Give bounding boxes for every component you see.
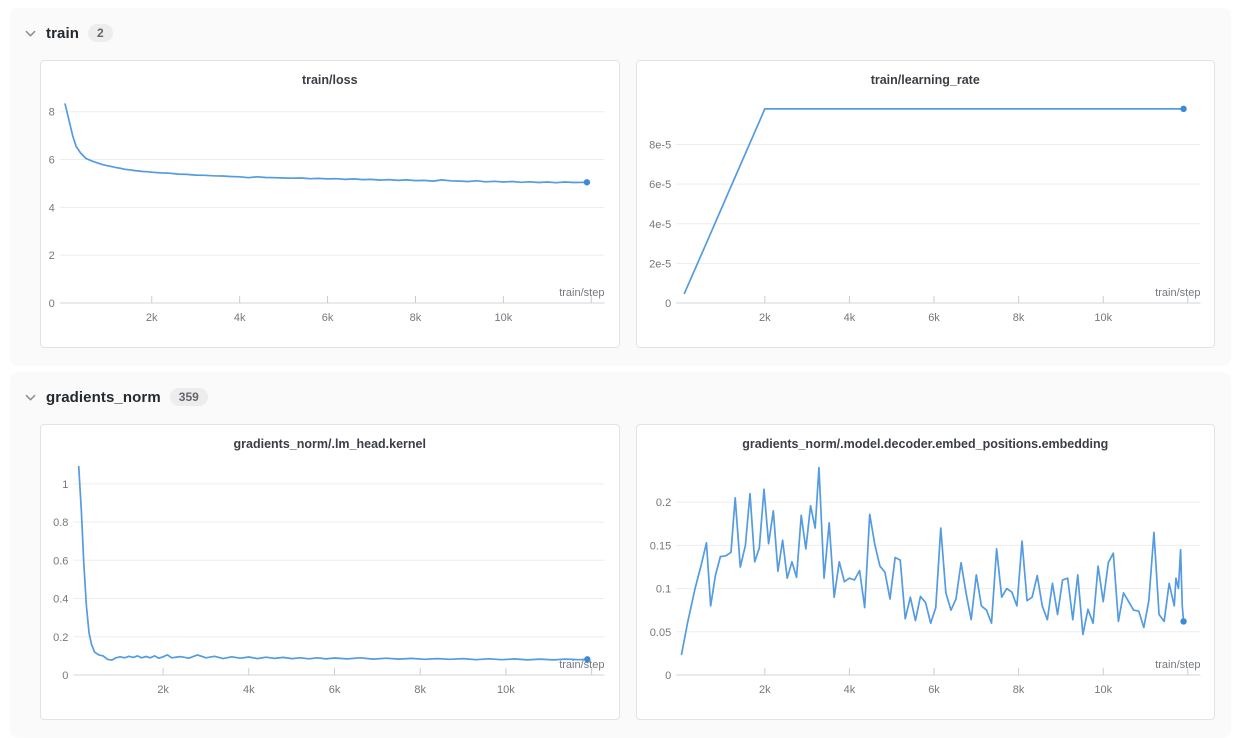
svg-text:6k: 6k [928, 684, 940, 696]
svg-text:0.4: 0.4 [53, 594, 68, 606]
svg-text:0: 0 [49, 298, 55, 310]
chevron-down-icon[interactable] [24, 391, 37, 404]
svg-text:2: 2 [49, 250, 55, 262]
chevron-down-icon[interactable] [24, 27, 37, 40]
metric-section-gradients_norm: gradients_norm 359 gradients_norm/.lm_he… [10, 372, 1231, 738]
chart-plot[interactable]: 0 0.2 0.4 0.6 0.8 1 2k 4k 6k 8k 10k train/step [41, 453, 619, 711]
chart-plot[interactable]: 0 0.05 0.1 0.15 0.2 2k 4k 6k 8k 10k train/step [637, 453, 1215, 711]
svg-text:6k: 6k [928, 312, 940, 324]
svg-text:6e-5: 6e-5 [649, 179, 671, 191]
chart-card[interactable]: gradients_norm/.lm_head.kernel 0 0.2 0.4 0.… [40, 424, 620, 720]
x-axis-title: train/step [559, 659, 604, 671]
series-line [64, 103, 588, 184]
chart-plot[interactable]: 0 2 4 6 8 2k 4k 6k 8k 10k train/step [41, 89, 619, 339]
chart-title: train/learning_rate [870, 73, 980, 87]
svg-text:4: 4 [49, 202, 55, 214]
svg-text:0: 0 [665, 298, 671, 310]
end-point-dot [584, 656, 591, 663]
svg-text:8k: 8k [410, 312, 422, 324]
x-axis: 2k 4k 6k 8k 10k train/step [146, 287, 605, 324]
svg-text:6k: 6k [329, 684, 341, 696]
chart-plot[interactable]: 0 2e-5 4e-5 6e-5 8e-5 2k 4k 6k 8k 10k train/step [637, 89, 1215, 339]
svg-text:8k: 8k [1012, 684, 1024, 696]
metric-section-train: train 2 train/loss 0 2 4 6 8 2k 4k 6k 8k 10k train… [10, 8, 1231, 366]
section-count-badge: 2 [88, 24, 113, 42]
svg-text:8: 8 [49, 107, 55, 119]
svg-text:0.1: 0.1 [655, 584, 670, 596]
svg-text:2k: 2k [157, 684, 169, 696]
svg-text:6: 6 [49, 155, 55, 167]
end-point-dot [583, 179, 591, 186]
chart-card[interactable]: train/loss 0 2 4 6 8 2k 4k 6k 8k 10k train/step [40, 60, 620, 348]
x-axis: 2k 4k 6k 8k 10k train/step [759, 659, 1200, 696]
svg-text:8k: 8k [1012, 312, 1024, 324]
svg-text:0.15: 0.15 [649, 540, 670, 552]
svg-text:2k: 2k [146, 312, 158, 324]
x-axis-title: train/step [1155, 659, 1200, 671]
svg-text:2e-5: 2e-5 [649, 258, 671, 270]
charts-row: train/loss 0 2 4 6 8 2k 4k 6k 8k 10k train/step tr… [40, 60, 1215, 348]
svg-text:10k: 10k [1094, 312, 1112, 324]
svg-text:10k: 10k [495, 312, 513, 324]
end-point-dot [1179, 618, 1187, 625]
series-line [77, 465, 589, 661]
chart-title: gradients_norm/.lm_head.kernel [233, 437, 426, 451]
gridlines: 0 0.2 0.4 0.6 0.8 1 [53, 479, 605, 682]
chart-card[interactable]: train/learning_rate 0 2e-5 4e-5 6e-5 8e-5 2k 4… [635, 60, 1215, 348]
chart-title: train/loss [301, 73, 358, 87]
svg-text:8k: 8k [414, 684, 426, 696]
svg-text:6k: 6k [322, 312, 334, 324]
svg-text:2k: 2k [759, 312, 771, 324]
svg-text:10k: 10k [497, 684, 515, 696]
section-header[interactable]: train 2 [20, 22, 1215, 44]
svg-text:0: 0 [665, 670, 671, 682]
end-point-dot [1179, 105, 1187, 113]
chart-title: gradients_norm/.model.decoder.embed_posi… [742, 437, 1109, 451]
svg-text:0: 0 [62, 670, 68, 682]
svg-text:8e-5: 8e-5 [649, 140, 671, 152]
svg-text:0.2: 0.2 [53, 632, 68, 644]
svg-text:4k: 4k [843, 684, 855, 696]
svg-text:4k: 4k [843, 312, 855, 324]
svg-text:0.8: 0.8 [53, 517, 68, 529]
svg-text:4k: 4k [243, 684, 255, 696]
series-line [683, 108, 1184, 295]
gridlines: 0 2 4 6 8 [49, 107, 605, 310]
svg-text:2k: 2k [759, 684, 771, 696]
section-label: train [46, 24, 80, 42]
chart-card[interactable]: gradients_norm/.model.decoder.embed_posi… [635, 424, 1215, 720]
svg-text:10k: 10k [1094, 684, 1112, 696]
x-axis: 2k 4k 6k 8k 10k train/step [759, 287, 1200, 324]
svg-text:0.2: 0.2 [655, 497, 670, 509]
svg-text:4k: 4k [234, 312, 246, 324]
x-axis: 2k 4k 6k 8k 10k train/step [157, 659, 604, 696]
section-label: gradients_norm [46, 388, 161, 406]
svg-text:0.6: 0.6 [53, 555, 68, 567]
x-axis-title: train/step [559, 287, 604, 299]
svg-text:0.05: 0.05 [649, 627, 670, 639]
section-count-badge: 359 [169, 388, 208, 406]
gridlines: 0 2e-5 4e-5 6e-5 8e-5 [649, 140, 1200, 310]
svg-text:4e-5: 4e-5 [649, 219, 671, 231]
charts-row: gradients_norm/.lm_head.kernel 0 0.2 0.4 0.… [40, 424, 1215, 720]
svg-text:1: 1 [62, 479, 68, 491]
x-axis-title: train/step [1155, 287, 1200, 299]
series-line [680, 466, 1184, 656]
section-header[interactable]: gradients_norm 359 [20, 386, 1215, 408]
